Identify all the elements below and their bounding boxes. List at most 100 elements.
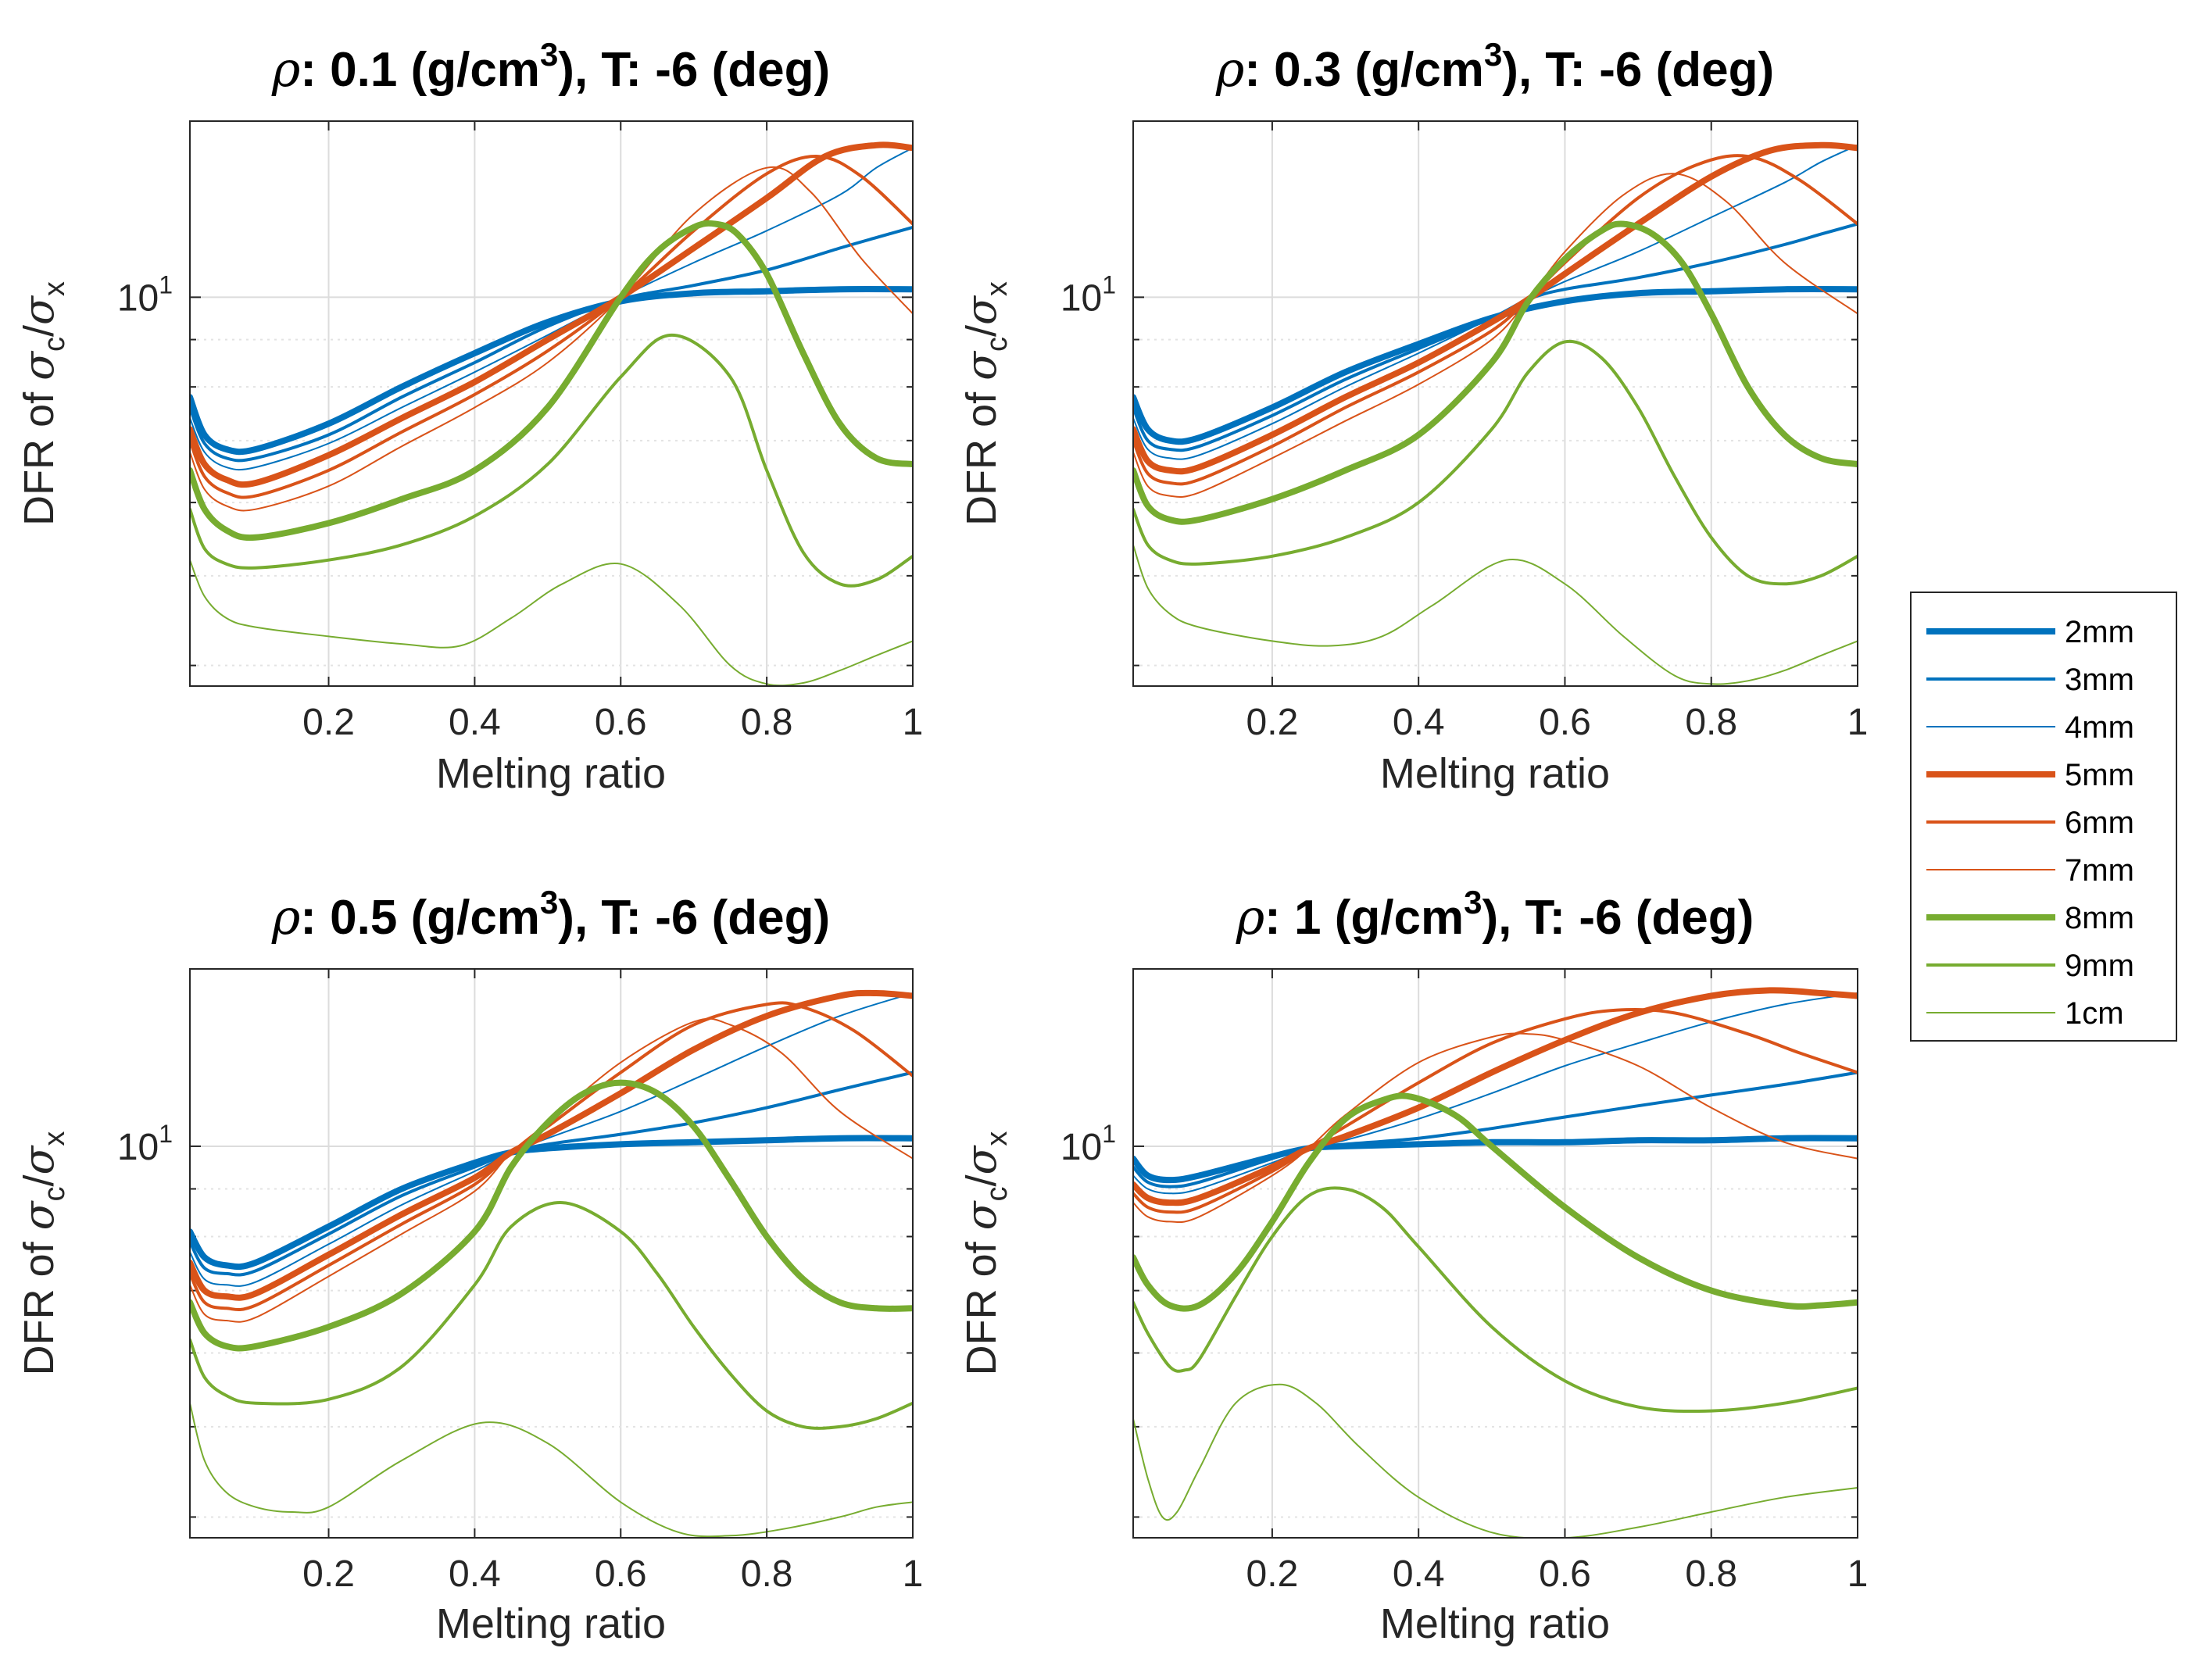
series-line-5mm [190, 141, 913, 488]
series-line-9mm [1133, 339, 1858, 586]
legend-entry-7mm: 7mm [1926, 853, 2134, 888]
subplot-title: ρ: 0.1 (g/cm3), T: -6 (deg) [271, 36, 830, 98]
subplot-4: 0.2 0.4 0.6 0.8 1 101 Melting ratio DFR of σc/σ… [957, 884, 1868, 1647]
axes-frame [189, 120, 914, 687]
x-tick-label: 0.2 [302, 702, 355, 743]
y-tick-label: 101 [1060, 1120, 1116, 1168]
subplot-title: ρ: 1 (g/cm3), T: -6 (deg) [1236, 884, 1754, 945]
series-line-8mm [1133, 220, 1858, 525]
legend-label: 9mm [2065, 949, 2134, 983]
subplot-3: 0.2 0.4 0.6 0.8 1 101 Melting ratio DFR of σc/σ… [14, 884, 923, 1647]
subplot-title: ρ: 0.5 (g/cm3), T: -6 (deg) [271, 884, 830, 945]
x-axis-label: Melting ratio [436, 750, 666, 797]
x-tick-label: 1 [1847, 702, 1869, 743]
series-line-6mm [1133, 154, 1858, 486]
legend-entry-4mm: 4mm [1926, 710, 2134, 745]
subplot-1: 0.2 0.4 0.6 0.8 1 101 Melting ratio DFR of σc/σ… [14, 36, 923, 797]
axes-frame [1132, 968, 1858, 1539]
y-axis-label: DFR of σc/σx [14, 1131, 71, 1376]
x-tick-label: 0.4 [449, 1553, 501, 1595]
series-line-7mm [190, 166, 913, 512]
subplot-title: ρ: 0.3 (g/cm3), T: -6 (deg) [1215, 36, 1774, 98]
series-line-3mm [1133, 1071, 1858, 1189]
x-tick-label: 0.4 [1393, 702, 1445, 743]
axes-background [190, 969, 913, 1538]
series-line-3mm [190, 225, 913, 463]
series-group [1133, 141, 1858, 685]
x-tick-label: 1 [903, 1553, 924, 1595]
series-line-4mm [190, 147, 913, 471]
series-line-6mm [1133, 1007, 1858, 1214]
subplot-2: 0.2 0.4 0.6 0.8 1 101 Melting ratio DFR of σc/σ… [957, 36, 1868, 797]
legend-label: 4mm [2065, 710, 2134, 745]
legend-label: 6mm [2065, 806, 2134, 840]
legend-label: 3mm [2065, 663, 2134, 697]
legend-entry-9mm: 9mm [1926, 949, 2134, 983]
series-line-1cm [1133, 544, 1858, 685]
x-tick-label: 0.4 [449, 702, 501, 743]
y-axis-label: DFR of σc/σx [957, 1131, 1014, 1376]
x-tick-label: 0.2 [1246, 702, 1299, 743]
series-line-8mm [1133, 1092, 1858, 1312]
x-tick-label: 0.6 [595, 1553, 647, 1595]
legend-label: 8mm [2065, 901, 2134, 935]
x-axis-label: Melting ratio [1380, 1600, 1610, 1647]
x-tick-label: 0.6 [1539, 1553, 1591, 1595]
series-line-6mm [190, 155, 913, 499]
x-tick-label: 0.8 [1685, 702, 1737, 743]
x-tick-label: 0.4 [1393, 1553, 1445, 1595]
series-line-2mm [190, 286, 913, 456]
x-tick-label: 1 [903, 702, 924, 743]
series-line-7mm [1133, 1032, 1858, 1224]
series-line-2mm [1133, 286, 1858, 445]
x-tick-label: 0.8 [741, 1553, 793, 1595]
series-line-5mm [190, 989, 913, 1301]
x-tick-label: 0.8 [1685, 1553, 1737, 1595]
series-line-1cm [190, 559, 913, 686]
x-tick-label: 0.6 [595, 702, 647, 743]
series-group [190, 141, 913, 686]
axes-background [1133, 969, 1858, 1538]
axes-background [1133, 121, 1858, 686]
series-line-1cm [1133, 1383, 1858, 1538]
x-axis-label: Melting ratio [436, 1600, 666, 1647]
legend-label: 5mm [2065, 758, 2134, 792]
series-line-2mm [1133, 1135, 1858, 1184]
legend-entry-3mm: 3mm [1926, 663, 2134, 697]
series-line-1cm [190, 1402, 913, 1538]
series-line-9mm [190, 1201, 913, 1430]
x-tick-label: 0.8 [741, 702, 793, 743]
y-tick-label: 101 [117, 1120, 173, 1168]
x-tick-label: 0.6 [1539, 702, 1591, 743]
y-axis-label: DFR of σc/σx [14, 281, 71, 526]
legend-entry-2mm: 2mm [1926, 615, 2134, 649]
axes-frame [1132, 120, 1858, 687]
legend-entry-1cm: 1cm [1926, 996, 2124, 1031]
x-tick-label: 0.2 [302, 1553, 355, 1595]
legend-label: 1cm [2065, 996, 2124, 1031]
axes-frame [189, 968, 914, 1539]
series-line-8mm [190, 220, 913, 542]
y-tick-label: 101 [1060, 270, 1116, 319]
series-line-5mm [1133, 141, 1858, 475]
series-line-9mm [190, 333, 913, 588]
legend-box [1910, 592, 2177, 1042]
legend-entry-8mm: 8mm [1926, 901, 2134, 935]
series-line-2mm [190, 1135, 913, 1271]
x-axis-label: Melting ratio [1380, 750, 1610, 797]
x-tick-label: 0.2 [1246, 1553, 1299, 1595]
series-group [190, 989, 913, 1538]
legend-label: 7mm [2065, 853, 2134, 888]
y-axis-label: DFR of σc/σx [957, 281, 1014, 526]
y-tick-label: 101 [117, 270, 173, 319]
series-line-9mm [1133, 1186, 1858, 1414]
x-tick-label: 1 [1847, 1553, 1869, 1595]
legend-label: 2mm [2065, 615, 2134, 649]
legend: 2mm 3mm 4mm 5mm 6mm 7mm 8mm 9mm 1cm [1910, 592, 2177, 1042]
legend-entry-6mm: 6mm [1926, 806, 2134, 840]
series-line-8mm [190, 1079, 913, 1352]
series-group [1133, 987, 1858, 1538]
series-line-7mm [1133, 173, 1858, 499]
legend-entry-5mm: 5mm [1926, 758, 2134, 792]
